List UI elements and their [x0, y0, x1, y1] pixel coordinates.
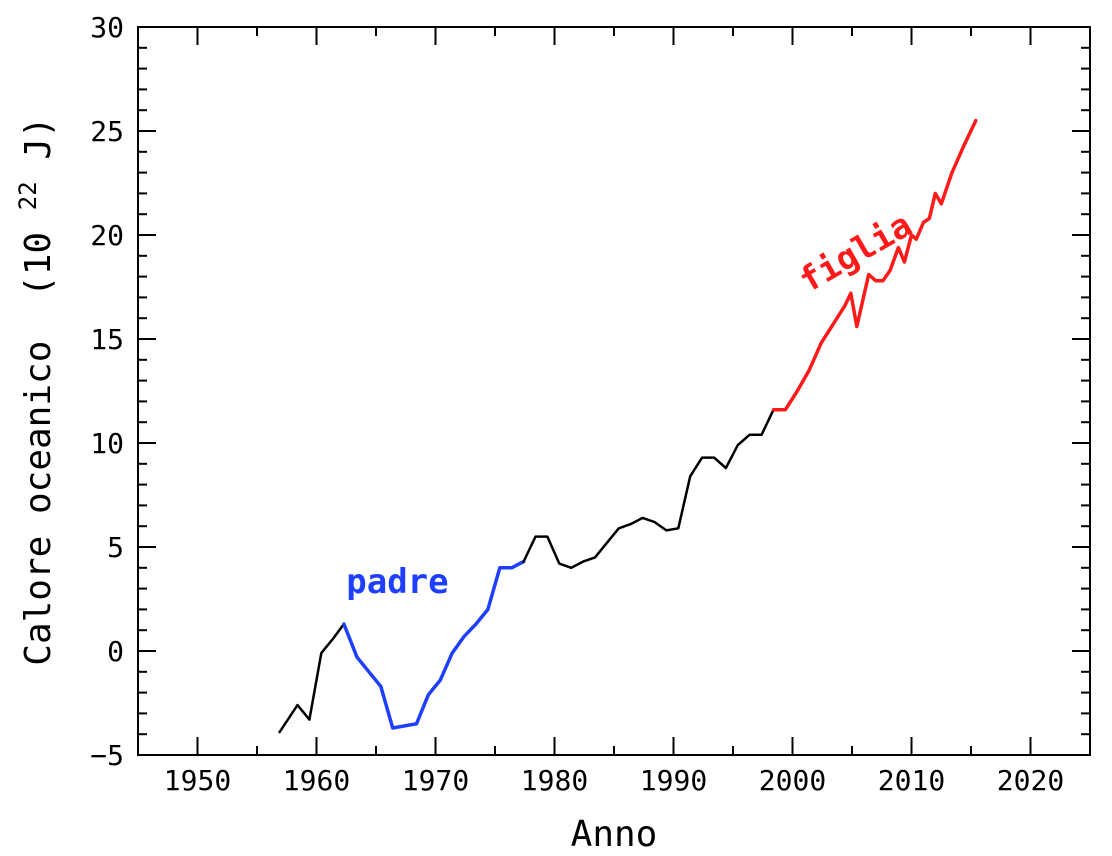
y-axis-label: Calore oceanico — [18, 341, 59, 666]
y-axis-unit-open: (10 — [18, 232, 59, 297]
series-line-1 — [278, 622, 346, 734]
y-tick-label: −5 — [90, 739, 124, 772]
y-tick-label: 5 — [107, 531, 124, 564]
x-axis-title: Anno — [571, 814, 658, 855]
x-tick-label: 1950 — [164, 764, 231, 797]
y-tick-label: 0 — [107, 635, 124, 668]
y-axis-title: Calore oceanico (10 22 J) — [4, 116, 59, 665]
series-lines — [278, 118, 978, 734]
x-tick-label: 1990 — [640, 764, 707, 797]
annotation-1: padre — [346, 562, 448, 602]
axis-ticks — [137, 26, 1091, 756]
y-tick-label: 30 — [90, 11, 124, 44]
y-tick-label: 25 — [90, 115, 124, 148]
x-tick-label: 2000 — [759, 764, 826, 797]
plot-frame — [137, 26, 1091, 756]
y-axis-unit-exp: 22 — [14, 181, 42, 210]
x-tick-label: 1980 — [521, 764, 588, 797]
series-line-3 — [522, 408, 775, 570]
x-tick-label: 1960 — [283, 764, 350, 797]
y-axis-unit-close: J) — [18, 116, 59, 159]
series-line-4 — [771, 118, 978, 412]
y-tick-label: 10 — [90, 427, 124, 460]
x-tick-label: 1970 — [402, 764, 469, 797]
x-tick-label: 2010 — [878, 764, 945, 797]
x-tick-label: 2020 — [997, 764, 1064, 797]
series-line-2 — [342, 559, 526, 730]
y-tick-label: 15 — [90, 323, 124, 356]
y-tick-label: 20 — [90, 219, 124, 252]
tick-labels: 1950 1960 1970 1980 1990 2000 2010 2020 −5 0 5 10 15… — [90, 11, 1064, 797]
